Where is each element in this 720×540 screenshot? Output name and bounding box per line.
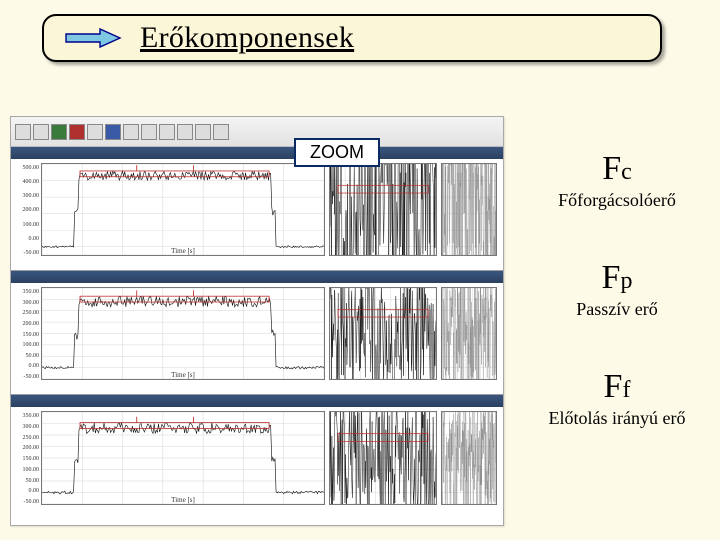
page-title: Erőkomponensek — [140, 21, 354, 55]
force-labels: Fc Főforgácsolóerő Fp Passzív erő Ff Elő… — [522, 150, 712, 477]
toolbar-btn[interactable] — [15, 124, 31, 140]
toolbar-btn[interactable] — [159, 124, 175, 140]
force-symbol: F — [604, 368, 623, 405]
main-plot: Time [s] — [41, 287, 325, 380]
x-label: Time [s] — [171, 247, 195, 255]
zoom2-plot — [441, 411, 497, 505]
channel-2: 350.00300.00250.00200.00150.00100.0050.0… — [11, 395, 503, 519]
toolbar-btn[interactable] — [105, 124, 121, 140]
force-sub: p — [620, 268, 632, 294]
y-axis: 350.00300.00250.00200.00150.00100.0050.0… — [11, 283, 41, 394]
chart-toolbar — [11, 117, 503, 147]
toolbar-btn[interactable] — [87, 124, 103, 140]
y-axis: 500.00400.00300.00200.00100.000.00-50.00 — [11, 159, 41, 270]
zoom-plot — [329, 287, 437, 380]
force-desc: Főforgácsolóerő — [522, 190, 712, 211]
force-desc: Passzív erő — [522, 299, 712, 320]
force-symbol: F — [602, 150, 621, 187]
force-ff: Ff Előtolás irányú erő — [522, 368, 712, 429]
toolbar-btn[interactable] — [195, 124, 211, 140]
toolbar-btn[interactable] — [33, 124, 49, 140]
x-label: Time [s] — [171, 371, 195, 379]
channel-0: 500.00400.00300.00200.00100.000.00-50.00… — [11, 147, 503, 271]
toolbar-btn[interactable] — [177, 124, 193, 140]
force-symbol: F — [602, 259, 621, 296]
zoom2-plot — [441, 287, 497, 380]
toolbar-btn[interactable] — [69, 124, 85, 140]
force-sub: c — [621, 159, 632, 185]
toolbar-btn[interactable] — [123, 124, 139, 140]
zoom2-plot — [441, 163, 497, 256]
force-fc: Fc Főforgácsolóerő — [522, 150, 712, 211]
zoom-plot — [329, 163, 437, 256]
main-plot: Time [s] — [41, 411, 325, 505]
zoom-label: ZOOM — [294, 138, 380, 167]
main-plot: Time [s] — [41, 163, 325, 256]
toolbar-btn[interactable] — [141, 124, 157, 140]
y-axis: 350.00300.00250.00200.00150.00100.0050.0… — [11, 407, 41, 519]
force-desc: Előtolás irányú erő — [522, 408, 712, 429]
force-sub: f — [622, 377, 630, 403]
x-label: Time [s] — [171, 496, 195, 504]
force-fp: Fp Passzív erő — [522, 259, 712, 320]
chart-area: 500.00400.00300.00200.00100.000.00-50.00… — [10, 116, 504, 526]
toolbar-btn[interactable] — [213, 124, 229, 140]
title-bar: Erőkomponensek — [42, 14, 662, 62]
zoom-plot — [329, 411, 437, 505]
arrow-icon — [64, 27, 122, 49]
channel-1: 350.00300.00250.00200.00150.00100.0050.0… — [11, 271, 503, 395]
toolbar-btn[interactable] — [51, 124, 67, 140]
